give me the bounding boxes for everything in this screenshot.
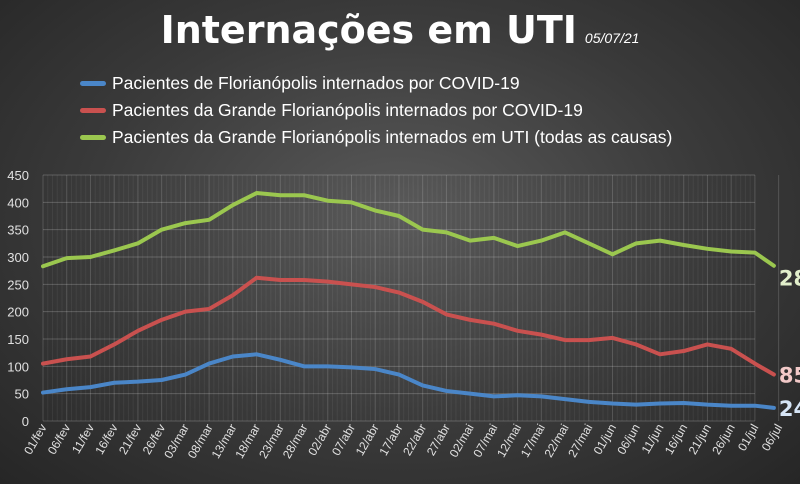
y-tick-label: 50 xyxy=(15,387,29,402)
last-value-label: 284 xyxy=(779,267,800,291)
legend-swatch xyxy=(80,135,106,140)
x-tick-label: 01/jul xyxy=(735,422,761,454)
legend-swatch xyxy=(80,81,106,86)
x-tick-label: 06/jul xyxy=(759,422,785,454)
x-tick-label: 06/jun xyxy=(614,422,642,457)
y-tick-label: 400 xyxy=(7,195,29,210)
legend-label: Pacientes da Grande Florianópolis intern… xyxy=(112,100,583,120)
legend-swatch xyxy=(80,108,106,113)
y-tick-label: 250 xyxy=(7,277,29,292)
series-line-0 xyxy=(41,352,776,410)
y-tick-label: 100 xyxy=(7,359,29,374)
y-tick-label: 0 xyxy=(22,414,29,429)
title-text: Internações em UTI xyxy=(160,8,577,52)
y-tick-label: 350 xyxy=(7,223,29,238)
x-tick-label: 01/jun xyxy=(591,422,619,457)
legend-label: Pacientes de Florianópolis internados po… xyxy=(112,73,520,93)
x-tick-label: 26/jun xyxy=(709,422,737,457)
last-value-label: 85 xyxy=(779,364,800,388)
series-line-1 xyxy=(41,275,776,377)
legend-item-grande-covid: Pacientes da Grande Florianópolis intern… xyxy=(80,97,672,124)
x-tick-label: 21/jun xyxy=(686,422,714,457)
last-value-label: 24 xyxy=(779,397,800,421)
legend: Pacientes de Florianópolis internados po… xyxy=(80,70,672,151)
legend-label: Pacientes da Grande Florianópolis intern… xyxy=(112,127,673,147)
chart-title: Internações em UTI 05/07/21 xyxy=(0,8,800,52)
date-label: 05/07/21 xyxy=(584,30,640,46)
x-tick-label: 21/fev xyxy=(116,422,144,457)
x-tick-label: 27/mai xyxy=(565,422,595,460)
legend-item-florianopolis: Pacientes de Florianópolis internados po… xyxy=(80,70,672,97)
x-tick-label: 16/fev xyxy=(92,422,120,457)
y-tick-label: 300 xyxy=(7,250,29,265)
y-tick-label: 450 xyxy=(7,168,29,183)
legend-item-grande-uti: Pacientes da Grande Florianópolis intern… xyxy=(80,124,672,151)
series-line-2 xyxy=(41,191,776,269)
y-tick-label: 200 xyxy=(7,305,29,320)
y-tick-label: 150 xyxy=(7,332,29,347)
x-tick-label: 16/jun xyxy=(662,422,690,457)
x-tick-label: 06/fev xyxy=(45,422,73,457)
